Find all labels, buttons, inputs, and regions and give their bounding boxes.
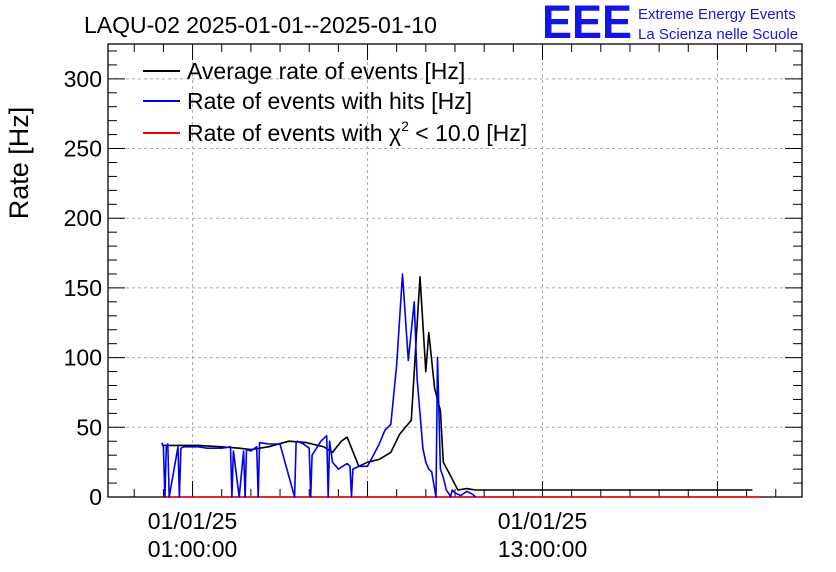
x-tick-label-time: 13:00:00 — [498, 536, 588, 562]
logo-mark: EEE — [542, 0, 632, 48]
y-tick-label: 50 — [76, 414, 102, 440]
chart-title: LAQU-02 2025-01-01--2025-01-10 — [84, 12, 437, 38]
x-tick-label-date: 01/01/25 — [148, 508, 238, 534]
y-axis-label: Rate [Hz] — [4, 107, 34, 220]
legend-chi2-prefix: Rate of events with — [187, 120, 389, 146]
y-tick-label: 0 — [89, 484, 102, 510]
logo-line-1: Extreme Energy Events — [638, 6, 796, 23]
y-tick-label: 300 — [64, 66, 102, 92]
legend-label-average: Average rate of events [Hz] — [187, 58, 465, 84]
x-tick-label-time: 01:00:00 — [148, 536, 238, 562]
y-tick-label: 200 — [64, 205, 102, 231]
logo-line-2: La Scienza nelle Scuole — [638, 26, 798, 43]
series-lines — [161, 273, 762, 498]
axis-ticks — [108, 44, 802, 498]
y-tick-label: 250 — [64, 136, 102, 162]
legend-chi2-sup: 2 — [401, 118, 409, 134]
legend-chi2-symbol: χ — [389, 120, 401, 146]
legend: Average rate of events [Hz] Rate of even… — [143, 58, 527, 146]
y-tick-label: 100 — [64, 345, 102, 371]
grid — [108, 44, 802, 497]
series-line-hits — [161, 273, 476, 498]
y-tick-labels: 0 50 100 150 200 250 300 — [64, 66, 102, 510]
legend-label-hits: Rate of events with hits [Hz] — [187, 88, 472, 114]
legend-label-chi2: Rate of events with χ2 < 10.0 [Hz] — [187, 118, 527, 146]
x-tick-label-date: 01/01/25 — [498, 508, 588, 534]
legend-chi2-suffix: < 10.0 [Hz] — [409, 120, 527, 146]
y-tick-label: 150 — [64, 275, 102, 301]
series-line-average — [161, 275, 753, 491]
eee-logo: EEE Extreme Energy Events La Scienza nel… — [542, 0, 798, 48]
